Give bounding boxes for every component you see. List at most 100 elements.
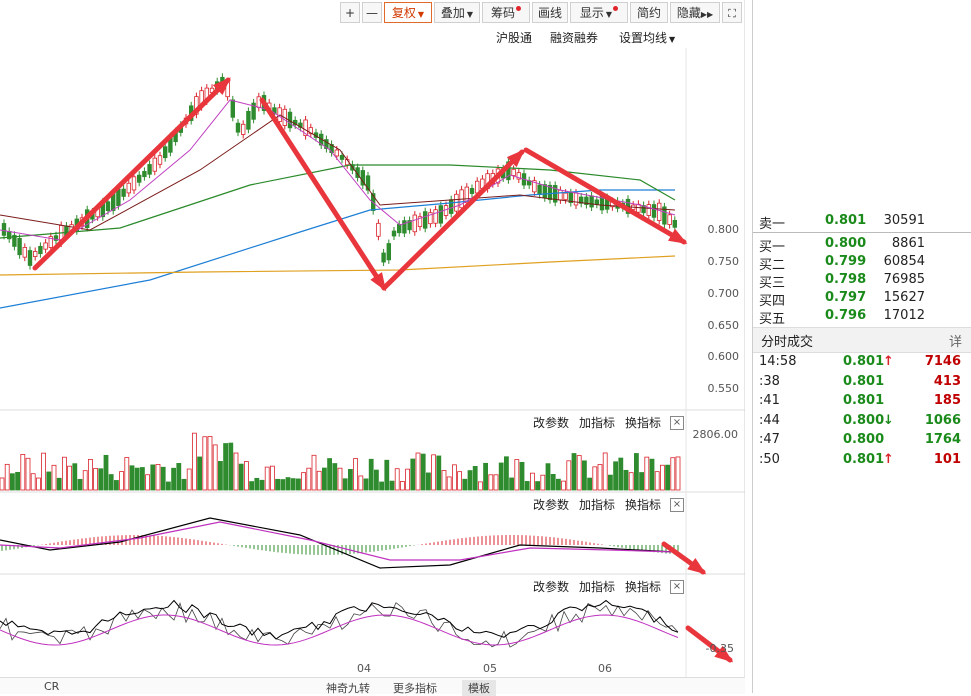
change-indicator-link[interactable]: 换指标 <box>625 580 662 594</box>
volume-bar <box>301 472 307 491</box>
volume-bar <box>675 456 681 491</box>
volume-bar <box>15 471 21 491</box>
candlesticks <box>1 73 677 270</box>
jianyue-button[interactable]: 简约 <box>630 2 668 23</box>
arrow-up-icon: ↑ <box>883 451 894 467</box>
candle-body <box>662 206 667 225</box>
price-tick: 0.550 <box>707 382 740 395</box>
volume-bar <box>228 442 234 491</box>
cr-tab[interactable]: CR <box>44 680 60 693</box>
volume-bar <box>623 469 629 491</box>
xianshi-button[interactable]: 显示 ▼ <box>570 2 628 23</box>
candle-body <box>272 107 277 115</box>
volume-bar <box>129 465 135 491</box>
candle-body <box>636 203 641 213</box>
volume-bar <box>451 464 457 491</box>
kdj-indicator <box>0 599 679 648</box>
volume-bar <box>217 461 223 491</box>
orderbook-price: 0.799 <box>825 254 867 269</box>
volume-bar <box>597 464 603 491</box>
orderbook-label: 买一 <box>759 240 786 255</box>
fuquan-button[interactable]: 复权 ▼ <box>384 2 432 23</box>
trade-time: :38 <box>759 373 780 389</box>
volume-bar <box>493 474 499 491</box>
volume-bar <box>353 458 359 491</box>
zoom-out-button[interactable]: — <box>362 2 382 23</box>
volume-bar <box>425 472 431 491</box>
candle-body <box>365 175 371 191</box>
volume-bar <box>93 468 98 491</box>
notification-dot-icon <box>613 6 619 11</box>
change-param-link[interactable]: 改参数 <box>533 580 570 594</box>
orderbook-volume: 76985 <box>883 272 925 287</box>
hugutong-link[interactable]: 沪股通 <box>496 31 533 45</box>
volume-bar <box>269 465 275 491</box>
trade-price: 0.801 <box>843 451 885 467</box>
shenqi-tab[interactable]: 神奇九转 <box>326 682 370 695</box>
candle-body <box>651 204 657 218</box>
change-param-link[interactable]: 改参数 <box>533 416 570 430</box>
add-indicator-link[interactable]: 加指标 <box>579 580 616 594</box>
volume-bar <box>644 456 650 491</box>
volume-bar <box>431 454 437 491</box>
volume-bar <box>467 470 473 491</box>
candle-body <box>438 205 443 224</box>
volume-bar <box>243 461 249 491</box>
trade-time: :44 <box>759 412 780 428</box>
volume-bar <box>295 478 301 491</box>
yincang-button[interactable]: 隐藏▶▶ <box>670 2 720 23</box>
huaxian-button[interactable]: 画线 <box>532 2 568 23</box>
change-indicator-link[interactable]: 换指标 <box>625 498 662 512</box>
volume-bar <box>587 477 592 491</box>
change-param-link[interactable]: 改参数 <box>533 498 570 512</box>
volume-bar <box>191 432 197 491</box>
candle-body <box>672 219 677 228</box>
bottom-indicator-bar: CR 神奇九转 更多指标 模板 <box>0 677 745 696</box>
volume-bar <box>114 480 119 491</box>
trade-volume: 1764 <box>924 432 961 447</box>
orderbook-label: 买三 <box>759 276 786 291</box>
volume-bar <box>613 461 618 491</box>
zoom-in-button[interactable]: + <box>340 2 360 23</box>
candle-body <box>464 186 469 204</box>
volume-bar <box>446 476 452 491</box>
top-toolbar: + — 复权 ▼ 叠加 ▼ 筹码 画线 显示 ▼ 简约 隐藏▶▶ ⛶ <box>338 0 746 25</box>
trade-volume: 185 <box>933 393 961 408</box>
volume-bar <box>457 471 463 491</box>
rongzi-link[interactable]: 融资融券 <box>550 31 599 45</box>
close-icon[interactable]: × <box>670 416 684 430</box>
volume-bar <box>441 470 447 491</box>
price-tick: 0.700 <box>707 287 740 300</box>
candle-body <box>584 196 589 205</box>
set-ma-dropdown[interactable]: 设置均线 ▼ <box>619 31 676 45</box>
orderbook-buy-row: 买二 0.799 60854 <box>759 254 969 273</box>
arrow-up-icon: ↑ <box>883 354 894 369</box>
double-arrow-right-icon: ▶▶ <box>700 10 714 19</box>
more-indicators-tab[interactable]: 更多指标 <box>393 682 437 695</box>
volume-bar <box>639 472 644 491</box>
template-tab[interactable]: 模板 <box>462 680 496 696</box>
fullscreen-icon[interactable]: ⛶ <box>722 2 742 23</box>
volume-bar <box>108 474 114 491</box>
kline-chart[interactable] <box>0 0 745 693</box>
close-icon[interactable]: × <box>670 580 684 594</box>
add-indicator-link[interactable]: 加指标 <box>579 498 616 512</box>
trade-row: :41 0.801 185 <box>759 393 967 412</box>
trade-volume: 7146 <box>924 354 961 369</box>
volume-bar <box>155 464 161 491</box>
close-icon[interactable]: × <box>670 498 684 512</box>
volume-bars <box>0 432 681 491</box>
candle-body <box>563 192 568 201</box>
volume-bar <box>530 472 535 491</box>
candle-body <box>641 205 646 214</box>
change-indicator-link[interactable]: 换指标 <box>625 416 662 430</box>
volume-bar <box>62 456 67 491</box>
chouma-button[interactable]: 筹码 <box>482 2 530 23</box>
volume-bar <box>0 477 5 491</box>
trades-detail-link[interactable]: 详 <box>948 335 962 350</box>
volume-bar <box>535 481 540 491</box>
volume-bar <box>150 464 156 491</box>
add-indicator-link[interactable]: 加指标 <box>579 416 616 430</box>
diejia-button[interactable]: 叠加 ▼ <box>434 2 480 23</box>
trades-header: 分时成交 详 <box>753 327 971 353</box>
